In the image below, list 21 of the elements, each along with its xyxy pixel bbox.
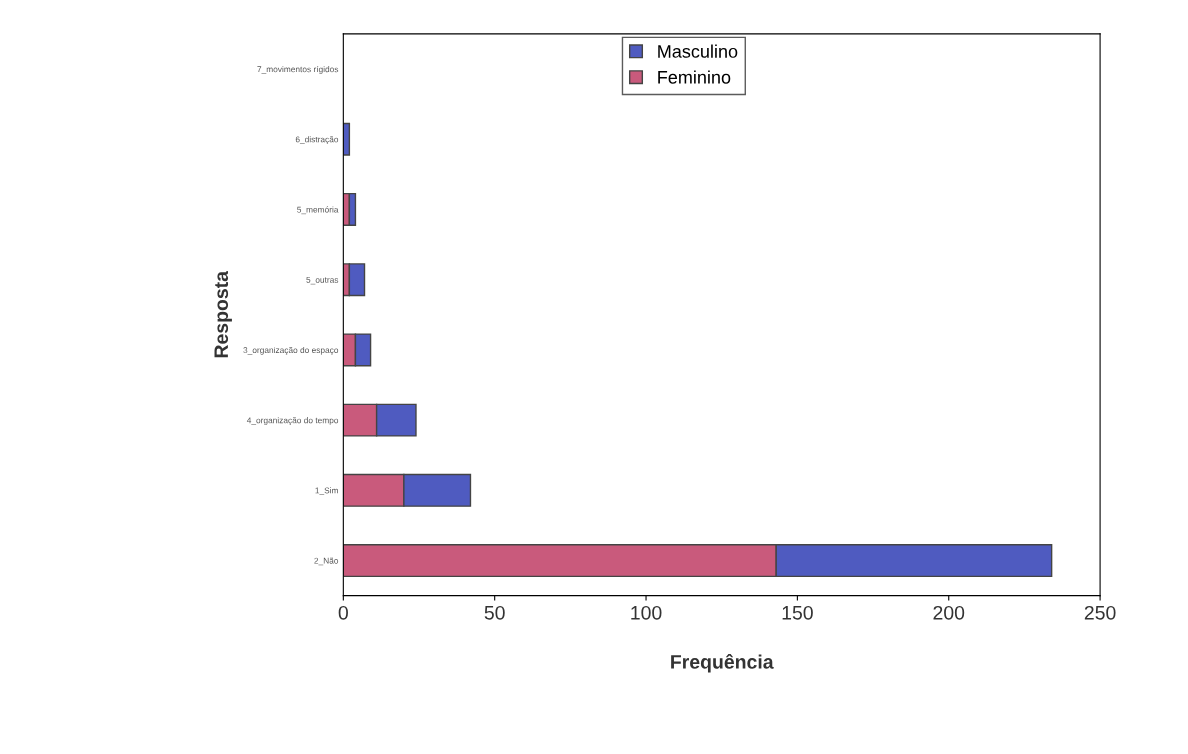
y-tick-label: 6_distração: [295, 136, 339, 145]
x-tick-label: 250: [1084, 605, 1116, 620]
x-tick-label: 0: [338, 605, 348, 620]
x-tick-label: 50: [484, 605, 505, 620]
y-tick-label: 5_memória: [297, 206, 339, 215]
y-tick-label: 5_outras: [306, 276, 339, 285]
y-axis-title: Resposta: [214, 270, 232, 358]
legend-label: Masculino: [658, 44, 738, 58]
x-axis-title: Frequência: [671, 654, 774, 673]
bar: [348, 192, 357, 226]
y-tick-label: 1_Sim: [315, 487, 338, 496]
x-tick-label: 150: [782, 605, 813, 620]
y-tick-label: 7_movimentos rígidos: [257, 65, 339, 74]
y-tick-label: 4_organização do tempo: [246, 417, 339, 425]
bar: [348, 263, 366, 297]
legend-label: Feminino: [658, 70, 731, 84]
bar: [343, 122, 351, 156]
y-tick-label: 3_organização do espaço: [243, 346, 339, 355]
x-tick-label: 100: [631, 605, 662, 620]
x-tick-label: 200: [933, 605, 965, 620]
y-tick-label: 2_Não: [314, 557, 339, 566]
